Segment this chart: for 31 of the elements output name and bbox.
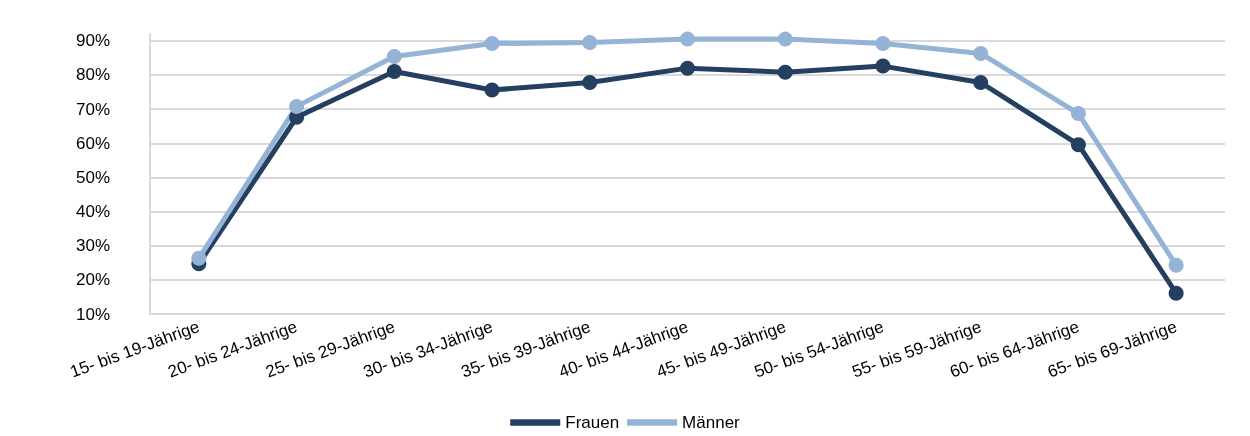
y-tick-label: 40%: [75, 202, 110, 222]
point: [289, 98, 305, 114]
y-tick-label: 30%: [75, 236, 110, 256]
point: [1070, 106, 1086, 122]
point: [386, 49, 402, 65]
y-tick-label: 50%: [75, 167, 110, 187]
y-tick-label: 20%: [75, 270, 110, 290]
point: [484, 82, 500, 98]
point: [875, 58, 891, 74]
legend-label: Männer: [682, 413, 741, 432]
y-tick-label: 60%: [75, 133, 110, 153]
point: [1168, 257, 1184, 273]
y-tick-label: 90%: [75, 31, 110, 51]
point: [1168, 285, 1184, 301]
point: [680, 60, 695, 76]
point: [875, 36, 891, 52]
y-tick-label: 80%: [75, 65, 110, 85]
point: [191, 250, 207, 266]
point: [582, 35, 598, 51]
legend-label: Frauen: [565, 413, 620, 432]
point: [1070, 137, 1086, 153]
y-tick-label: 70%: [75, 99, 110, 119]
point: [582, 74, 598, 90]
point: [484, 36, 500, 52]
point: [680, 31, 695, 47]
point: [777, 31, 793, 47]
y-tick-label: 10%: [75, 304, 110, 324]
point: [973, 74, 989, 90]
point: [386, 64, 402, 80]
point: [973, 45, 989, 61]
point: [777, 64, 793, 80]
